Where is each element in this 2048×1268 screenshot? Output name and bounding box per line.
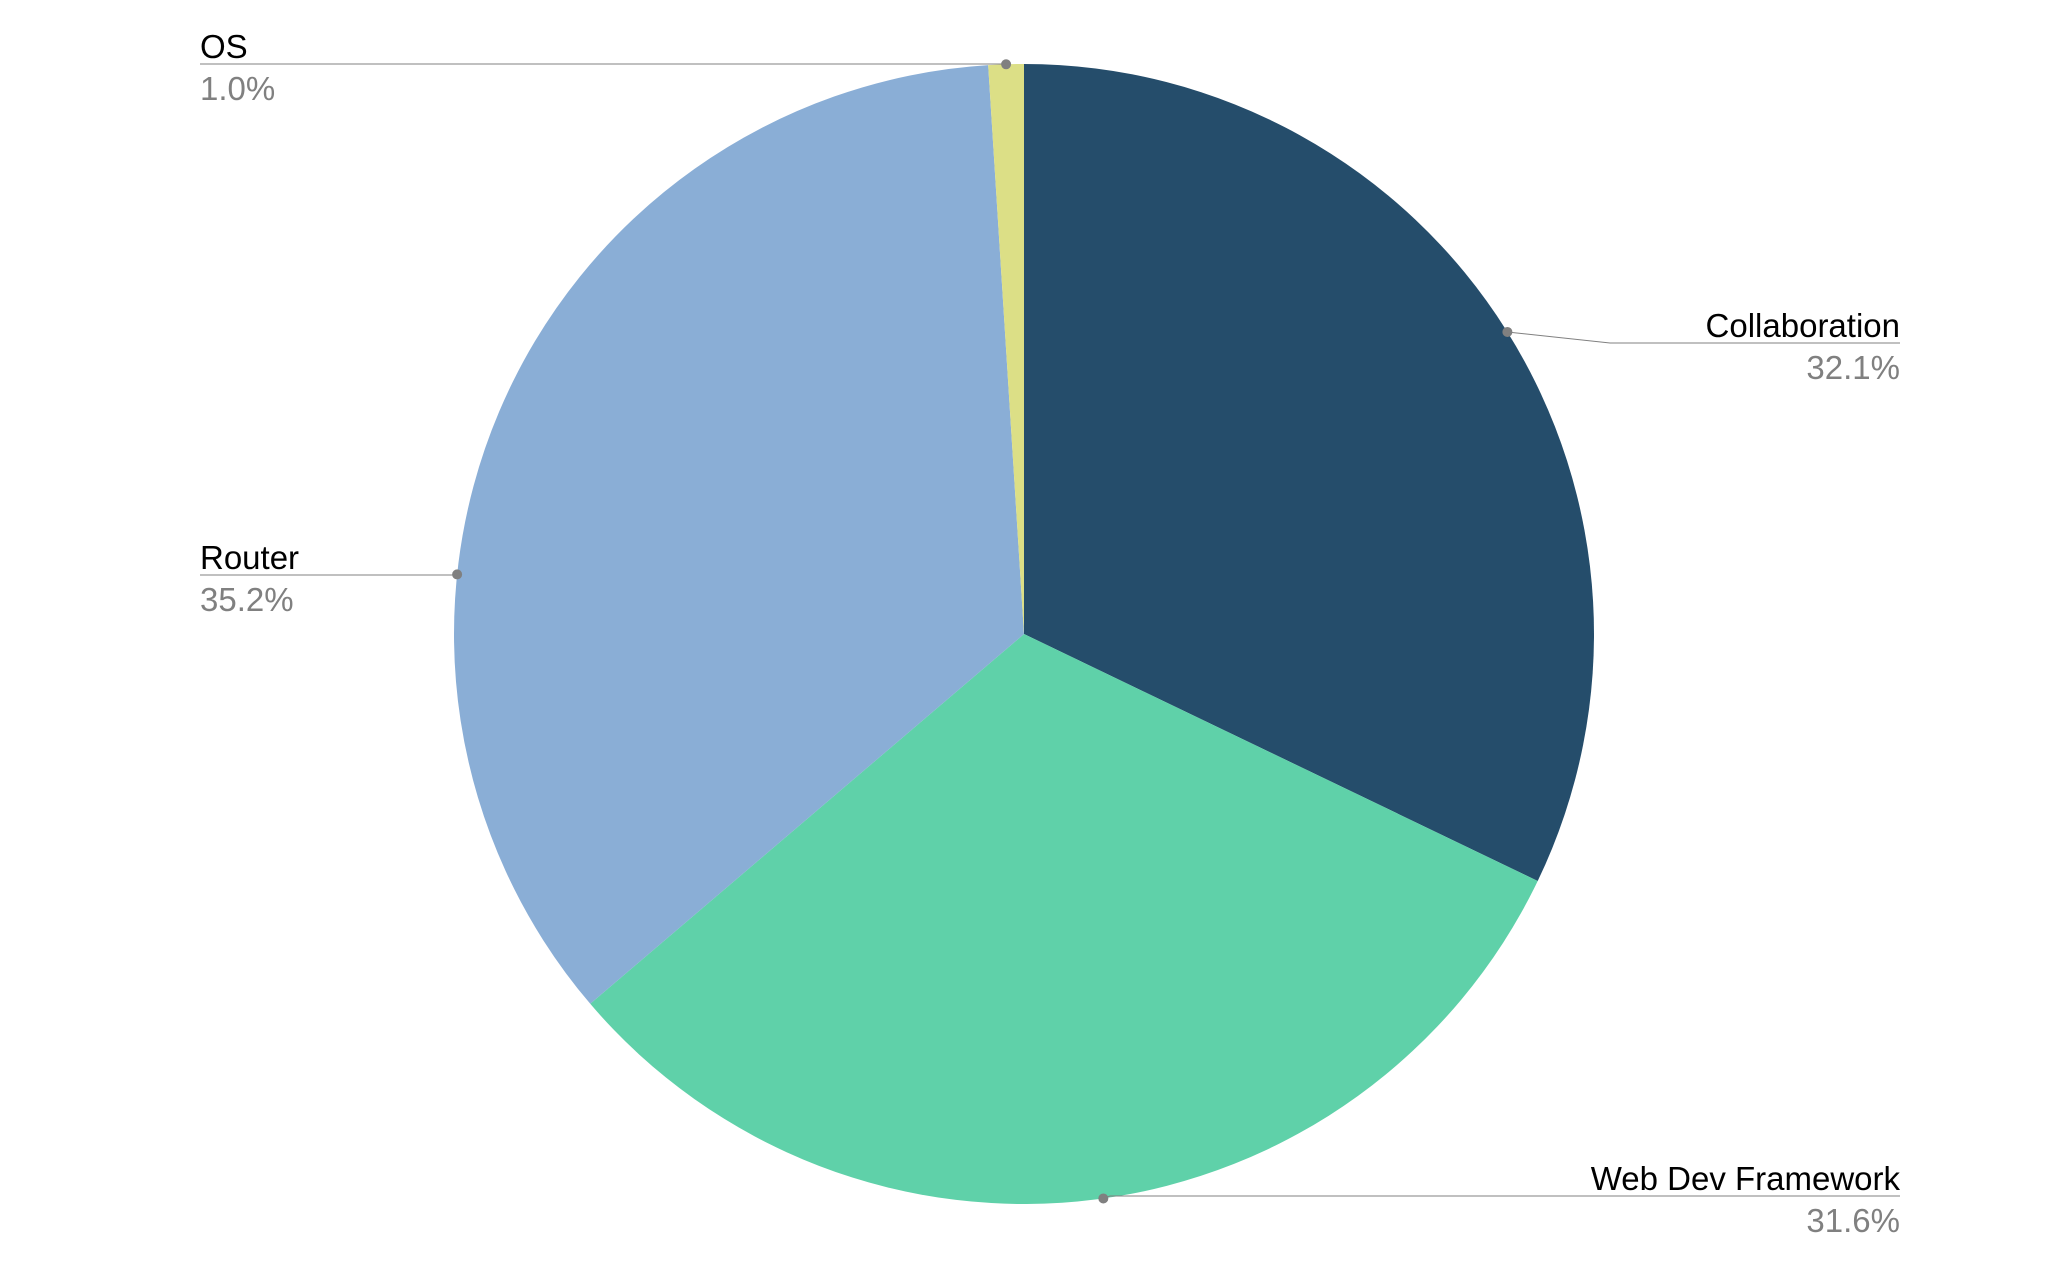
slice-label-name: Router <box>200 539 299 576</box>
slice-label-name: OS <box>200 28 248 65</box>
slice-label-pct: 35.2% <box>200 581 294 618</box>
slice-label-pct: 31.6% <box>1806 1202 1900 1239</box>
pie-slices <box>454 64 1594 1204</box>
slice-label-pct: 32.1% <box>1806 349 1900 386</box>
slice-label-name: Collaboration <box>1706 307 1900 344</box>
pie-chart: Collaboration 32.1% Web Dev Framework 31.6%… <box>0 0 2048 1268</box>
slice-label-name: Web Dev Framework <box>1591 1160 1901 1197</box>
slice-label-pct: 1.0% <box>200 70 275 107</box>
